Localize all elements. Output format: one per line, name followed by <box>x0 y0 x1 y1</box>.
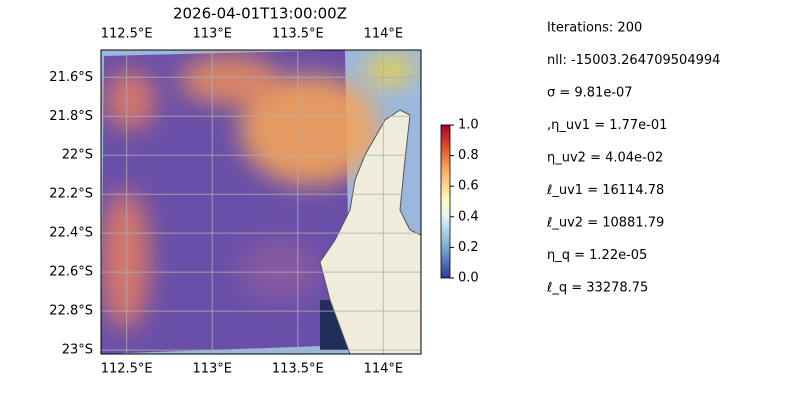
graticule <box>101 50 421 354</box>
y-tick-label: 22.8°S <box>49 304 93 319</box>
x-tick-label-top: 113.5°E <box>272 27 324 42</box>
x-tick-label-top: 112.5°E <box>101 27 153 42</box>
y-tick-label: 21.8°S <box>49 109 93 124</box>
colorbar <box>440 124 451 279</box>
annotation: η_q = 1.22e-05 <box>547 248 647 263</box>
y-tick-label: 22.6°S <box>49 265 93 280</box>
annotation: ℓ_uv2 = 10881.79 <box>546 216 664 231</box>
x-tick-label-bottom: 113.5°E <box>272 362 324 377</box>
annotation: Iterations: 200 <box>547 21 642 36</box>
map-title: 2026-04-01T13:00:00Z <box>173 5 347 23</box>
y-tick-label: 22.4°S <box>49 226 93 241</box>
annotation: η_uv2 = 4.04e-02 <box>547 151 663 166</box>
annotation: σ = 9.81e-07 <box>547 86 633 101</box>
y-tick-label: 22.2°S <box>49 187 93 202</box>
x-tick-label-top: 113°E <box>192 27 232 42</box>
x-tick-label-bottom: 113°E <box>192 362 232 377</box>
colorbar-tick-label: 1.0 <box>458 118 479 133</box>
map-frame <box>100 49 422 355</box>
x-tick-label-bottom: 114°E <box>364 362 404 377</box>
colorbar-tick-label: 0.8 <box>458 148 479 163</box>
x-tick-label-top: 114°E <box>364 27 404 42</box>
y-tick-label: 23°S <box>62 343 93 358</box>
annotation: nll: -15003.264709504994 <box>547 53 720 68</box>
colorbar-tick-label: 0.0 <box>458 271 479 286</box>
annotation: ℓ_uv1 = 16114.78 <box>546 183 664 198</box>
annotation: ,η_uv1 = 1.77e-01 <box>547 118 667 133</box>
x-tick-label-bottom: 112.5°E <box>101 362 153 377</box>
y-tick-label: 21.6°S <box>49 70 93 85</box>
map-field <box>101 50 421 354</box>
y-tick-label: 22°S <box>62 148 93 163</box>
colorbar-tick-label: 0.2 <box>458 240 479 255</box>
colorbar-tick-label: 0.4 <box>458 209 479 224</box>
colorbar-tick-label: 0.6 <box>458 179 479 194</box>
annotation: ℓ_q = 33278.75 <box>546 281 648 296</box>
